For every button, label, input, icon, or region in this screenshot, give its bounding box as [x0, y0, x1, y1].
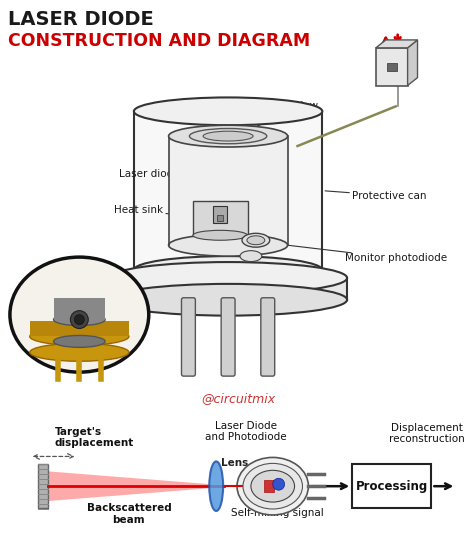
Bar	[387, 63, 397, 71]
Ellipse shape	[54, 314, 105, 326]
Ellipse shape	[10, 257, 149, 372]
FancyBboxPatch shape	[182, 298, 195, 376]
Text: Target's
displacement: Target's displacement	[55, 427, 134, 448]
Text: Laser Diode
and Photodiode: Laser Diode and Photodiode	[205, 421, 287, 442]
Ellipse shape	[209, 461, 223, 511]
Ellipse shape	[251, 470, 294, 502]
Bar	[38, 464, 47, 508]
Ellipse shape	[109, 284, 347, 315]
Bar	[30, 321, 129, 336]
Circle shape	[74, 315, 84, 325]
Ellipse shape	[134, 256, 322, 284]
Ellipse shape	[203, 131, 253, 141]
Circle shape	[71, 310, 88, 328]
Ellipse shape	[109, 262, 347, 294]
Text: LASER DIODE: LASER DIODE	[8, 10, 154, 29]
Text: @circuitmix: @circuitmix	[201, 393, 275, 406]
Text: Self-mixing signal: Self-mixing signal	[231, 508, 324, 518]
Polygon shape	[376, 40, 418, 48]
Ellipse shape	[30, 343, 129, 361]
Ellipse shape	[54, 335, 105, 347]
Ellipse shape	[30, 328, 129, 346]
Ellipse shape	[169, 234, 288, 256]
Ellipse shape	[169, 125, 288, 147]
Text: Heat sink: Heat sink	[114, 206, 208, 218]
Bar	[134, 111, 322, 270]
Bar	[352, 464, 431, 508]
Bar	[193, 200, 248, 235]
Bar	[376, 48, 408, 85]
Bar	[169, 136, 288, 245]
Polygon shape	[47, 471, 210, 501]
Bar	[213, 206, 227, 224]
Ellipse shape	[240, 251, 262, 261]
Bar	[217, 215, 223, 221]
Ellipse shape	[190, 129, 267, 144]
Bar	[264, 480, 273, 492]
Ellipse shape	[247, 236, 265, 245]
Text: Displacement
reconstruction: Displacement reconstruction	[389, 423, 465, 444]
Text: Backscattered
beam: Backscattered beam	[87, 503, 171, 525]
Ellipse shape	[134, 97, 322, 125]
Text: Protective can: Protective can	[325, 191, 427, 201]
FancyBboxPatch shape	[261, 298, 275, 376]
Polygon shape	[408, 40, 418, 85]
Text: Monitor photodiode: Monitor photodiode	[273, 244, 447, 263]
Ellipse shape	[242, 233, 270, 247]
FancyBboxPatch shape	[221, 298, 235, 376]
Text: Laser diode: Laser diode	[119, 169, 220, 185]
Ellipse shape	[193, 231, 247, 240]
Bar	[109, 278, 347, 300]
Text: Window: Window	[246, 102, 319, 132]
Ellipse shape	[237, 457, 309, 515]
Text: Lens: Lens	[221, 458, 248, 468]
Text: Processing: Processing	[356, 480, 428, 492]
Text: CONSTRUCTION AND DIAGRAM: CONSTRUCTION AND DIAGRAM	[8, 32, 310, 50]
Bar	[54, 298, 105, 320]
Ellipse shape	[243, 463, 302, 509]
Circle shape	[273, 478, 284, 490]
